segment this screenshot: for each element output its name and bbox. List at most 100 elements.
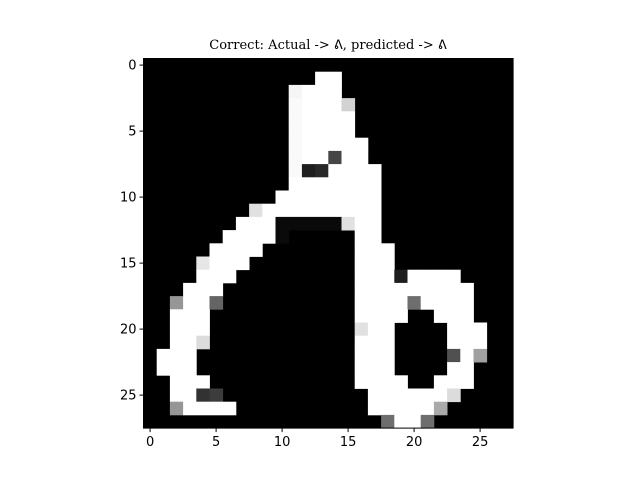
heatmap-cell xyxy=(341,98,356,112)
heatmap-cell xyxy=(394,269,408,284)
heatmap-cell xyxy=(407,269,422,284)
heatmap-cell xyxy=(209,296,224,310)
heatmap-cell xyxy=(381,335,395,350)
heatmap-cell xyxy=(460,309,474,323)
heatmap-cell xyxy=(367,230,382,244)
heatmap-cell xyxy=(275,190,290,205)
heatmap-cell xyxy=(367,348,382,363)
heatmap-cell xyxy=(169,322,184,337)
heatmap-cell xyxy=(447,335,461,350)
heatmap-cell xyxy=(367,216,382,231)
heatmap-cell xyxy=(354,150,369,165)
heatmap-cell xyxy=(420,401,435,416)
heatmap-cell xyxy=(433,309,448,323)
heatmap-cell xyxy=(301,216,316,231)
heatmap-cell xyxy=(354,269,369,284)
heatmap-cell xyxy=(447,388,461,403)
heatmap-cell xyxy=(354,243,369,257)
heatmap-cell xyxy=(381,375,395,389)
heatmap-cell xyxy=(288,177,303,191)
heatmap-cell xyxy=(301,111,316,125)
heatmap-cell xyxy=(196,309,210,323)
heatmap-cell xyxy=(341,203,356,218)
heatmap-cell xyxy=(169,388,184,403)
heatmap-cell xyxy=(301,177,316,191)
heatmap-cell xyxy=(209,401,224,416)
heatmap-cell xyxy=(169,401,184,416)
heatmap-cell xyxy=(222,230,237,244)
heatmap-cell xyxy=(381,388,395,403)
heatmap-cell xyxy=(222,243,237,257)
heatmap-cell xyxy=(196,322,210,337)
heatmap-cell xyxy=(354,230,369,244)
heatmap-cell xyxy=(447,362,461,376)
heatmap-cell xyxy=(235,243,250,257)
heatmap-cell xyxy=(433,388,448,403)
chart-title: Correct: Actual -> ᕕ, predicted -> ᕕ xyxy=(209,38,447,53)
heatmap-cell xyxy=(288,98,303,112)
heatmap-cell xyxy=(183,362,197,376)
heatmap-cell xyxy=(275,216,290,231)
heatmap-cell xyxy=(433,282,448,297)
heatmap-cell xyxy=(407,388,422,403)
heatmap-cell xyxy=(183,322,197,337)
heatmap-cell xyxy=(447,348,461,363)
heatmap-cell xyxy=(367,282,382,297)
heatmap-cell xyxy=(407,296,422,310)
heatmap-cell xyxy=(367,309,382,323)
heatmap-cell xyxy=(407,282,422,297)
heatmap-cell xyxy=(460,335,474,350)
heatmap-cell xyxy=(433,375,448,389)
heatmap-cell xyxy=(341,150,356,165)
heatmap-cell xyxy=(222,401,237,416)
heatmap-cell xyxy=(341,216,356,231)
heatmap-cell xyxy=(367,296,382,310)
heatmap-cell xyxy=(447,296,461,310)
heatmap-cell xyxy=(209,269,224,284)
heatmap-cell xyxy=(275,230,290,244)
heatmap-cell xyxy=(394,375,408,389)
heatmap-cell xyxy=(460,282,474,297)
heatmap-cell xyxy=(367,203,382,218)
heatmap-cell xyxy=(315,98,329,112)
heatmap-cell xyxy=(367,335,382,350)
heatmap-cell xyxy=(315,84,329,99)
heatmap-cell xyxy=(209,282,224,297)
plot-frame xyxy=(143,58,514,429)
y-tick-label: 20 xyxy=(120,323,137,338)
heatmap-cell xyxy=(288,150,303,165)
heatmap-cell xyxy=(249,216,263,231)
heatmap-cell xyxy=(183,335,197,350)
heatmap-cell xyxy=(367,256,382,271)
heatmap-image xyxy=(143,58,514,429)
heatmap-cell xyxy=(460,348,474,363)
heatmap-cell xyxy=(354,335,369,350)
heatmap-cell xyxy=(315,124,329,139)
heatmap-cell xyxy=(433,401,448,416)
heatmap-cell xyxy=(473,335,488,350)
heatmap-cell xyxy=(447,322,461,337)
heatmap-cell xyxy=(262,230,276,244)
heatmap-cell xyxy=(169,348,184,363)
heatmap-cell xyxy=(196,269,210,284)
heatmap-cell xyxy=(354,322,369,337)
y-tick-label: 0 xyxy=(128,59,136,74)
heatmap-cell xyxy=(183,401,197,416)
heatmap-cell xyxy=(460,375,474,389)
heatmap-cell xyxy=(447,375,461,389)
heatmap-cell xyxy=(235,256,250,271)
x-tick-label: 10 xyxy=(274,435,291,450)
heatmap-cell xyxy=(301,98,316,112)
heatmap-cell xyxy=(156,362,171,376)
heatmap-cell xyxy=(222,269,237,284)
x-tick-label: 25 xyxy=(472,435,489,450)
heatmap-cell xyxy=(381,256,395,271)
heatmap-cell xyxy=(354,309,369,323)
heatmap-cell xyxy=(301,203,316,218)
heatmap-cell xyxy=(433,269,448,284)
heatmap-cell xyxy=(473,322,488,337)
heatmap-cell xyxy=(394,388,408,403)
heatmap-cell xyxy=(196,282,210,297)
heatmap-cell xyxy=(315,71,329,86)
heatmap-cell xyxy=(328,137,342,152)
